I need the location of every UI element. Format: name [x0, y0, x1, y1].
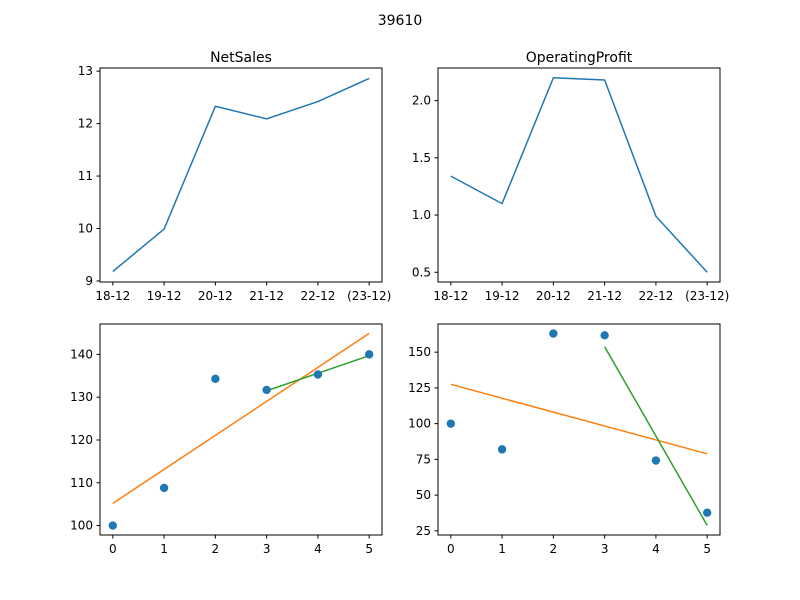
y-tick-label: 50 [416, 488, 431, 502]
y-tick-label: 120 [70, 433, 93, 447]
y-tick-label: 130 [70, 390, 93, 404]
x-tick-label: 22-12 [638, 289, 673, 303]
x-tick-label: 2 [550, 542, 558, 556]
scatter-point [446, 419, 456, 428]
scatter-point [313, 370, 323, 379]
y-tick-label: 100 [408, 417, 431, 431]
y-tick-label: 25 [416, 524, 431, 538]
series-line [450, 76, 708, 273]
y-tick-label: 13 [78, 64, 93, 78]
scatter-point [497, 445, 507, 454]
y-tick-label: 1.0 [412, 208, 431, 222]
scatter-point [600, 331, 609, 340]
figure-title: 39610 [378, 13, 423, 29]
y-tick-label: 110 [70, 476, 93, 490]
y-tick-label: 150 [408, 345, 431, 359]
x-tick-label: 18-12 [433, 289, 468, 303]
y-tick-label: 2.0 [412, 94, 431, 108]
scatter-point [364, 350, 374, 359]
x-tick-label: 21-12 [587, 289, 622, 303]
subplot-netsales: 18-12 19-12 20-12 21-12 22-12 (23-12) 9 10 11 12 1… [78, 50, 392, 303]
y-tick-label: 12 [78, 117, 93, 131]
x-tick-label: 21-12 [249, 289, 284, 303]
scatter-point [651, 456, 661, 465]
subplot-operatingprofit-trend: 0 1 2 3 4 5 25 50 75 100 125 150 [408, 323, 721, 556]
x-tick-label: 5 [703, 542, 711, 556]
axes-frame-3 [437, 323, 721, 536]
trend-line-recent [603, 346, 708, 526]
x-tick-label: 22-12 [300, 289, 335, 303]
x-tick-label: 20-12 [536, 289, 571, 303]
y-tick-label: 75 [416, 452, 431, 466]
x-tick-label: (23-12) [685, 289, 729, 303]
y-tick-label: 11 [78, 169, 93, 183]
scatter-point [159, 483, 169, 493]
y-tick-label: 100 [70, 519, 93, 533]
x-tick-label: (23-12) [347, 289, 391, 303]
subplot-operatingprofit: 18-12 19-12 20-12 21-12 22-12 (23-12) 0.5 1.0 1.… [412, 50, 729, 303]
trend-line-all [112, 332, 370, 504]
y-tick-label: 140 [70, 347, 93, 361]
trend-line-all [450, 383, 708, 455]
x-tick-label: 3 [263, 542, 271, 556]
x-tick-label: 19-12 [485, 289, 520, 303]
y-tick-label: 10 [78, 222, 93, 236]
scatter-point [108, 521, 118, 530]
x-tick-label: 0 [109, 542, 117, 556]
x-tick-label: 5 [365, 542, 373, 556]
x-tick-label: 2 [212, 542, 220, 556]
axes-frame-0 [99, 67, 383, 283]
x-tick-label: 0 [447, 542, 455, 556]
y-tick-label: 9 [85, 274, 93, 288]
scatter-point [211, 374, 220, 383]
scatter-point [262, 385, 271, 395]
y-tick-label: 0.5 [412, 265, 431, 279]
series-line [112, 77, 370, 273]
x-tick-label: 1 [498, 542, 506, 556]
subplot-title: NetSales [210, 50, 272, 66]
subplot-netsales-trend: 0 1 2 3 4 5 100 110 120 130 140 [70, 323, 383, 556]
x-tick-label: 19-12 [147, 289, 182, 303]
subplot-title: OperatingProfit [526, 50, 633, 66]
x-tick-label: 3 [601, 542, 609, 556]
x-tick-label: 20-12 [198, 289, 233, 303]
y-tick-label: 125 [408, 381, 431, 395]
scatter-point [549, 329, 558, 338]
scatter-point [702, 508, 712, 517]
x-tick-label: 1 [160, 542, 168, 556]
axes-frame-2 [99, 323, 383, 536]
y-tick-label: 1.5 [412, 151, 431, 165]
x-tick-label: 18-12 [95, 289, 130, 303]
axes-frame-1 [437, 67, 721, 283]
x-tick-label: 4 [652, 542, 660, 556]
x-tick-label: 4 [314, 542, 322, 556]
